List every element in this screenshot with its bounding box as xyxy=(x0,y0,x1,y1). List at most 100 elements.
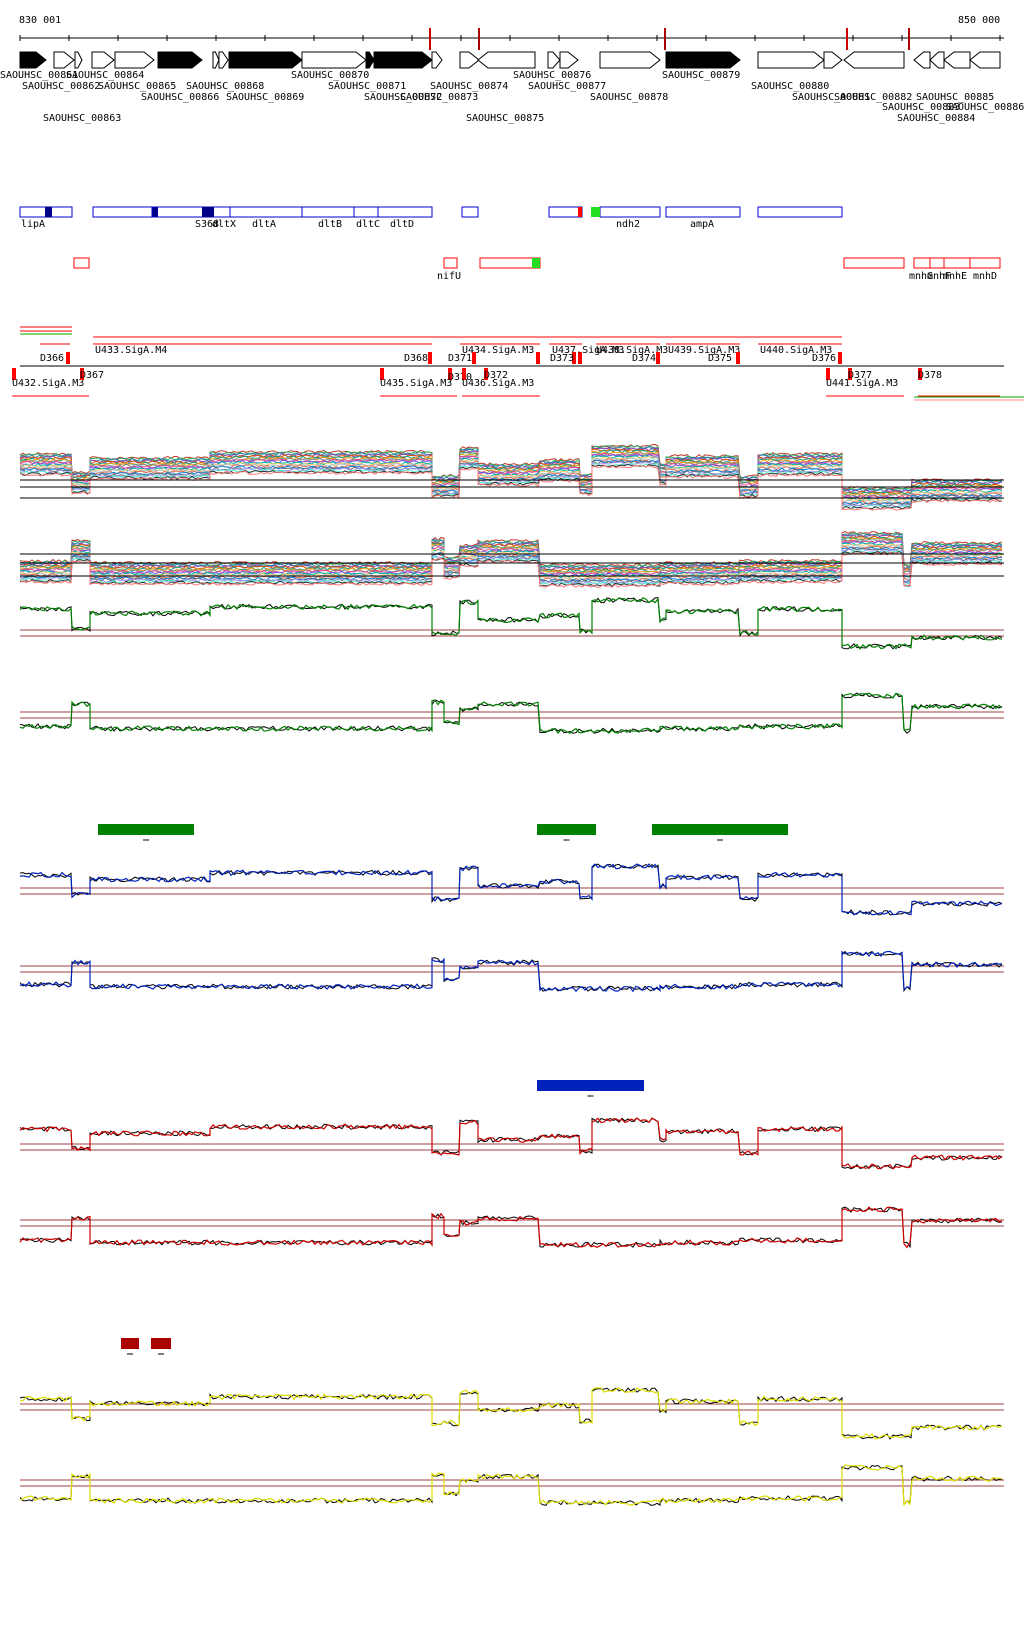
gene-label: SAOUHSC_00863 xyxy=(43,113,121,124)
operon-box xyxy=(548,206,583,218)
segment-end-marker xyxy=(848,368,852,380)
feature-marker xyxy=(478,28,480,50)
gene-arrow xyxy=(53,51,75,69)
segment-end-marker xyxy=(66,352,70,364)
gene-arrow xyxy=(757,51,825,69)
gene-label: SAOUHSC_00864 xyxy=(66,70,144,81)
operon-marker xyxy=(591,207,600,217)
gene-arrow xyxy=(913,51,931,69)
condition-bar-track xyxy=(98,824,788,1355)
segment-label: U437.SigA.M3 xyxy=(552,345,624,356)
operon-label: dltC xyxy=(356,219,380,230)
operon-box xyxy=(665,206,741,218)
profile-line-black xyxy=(19,1387,1003,1440)
operon-label: dltA xyxy=(252,219,276,230)
profile-line-black xyxy=(19,597,1003,650)
gene-arrow xyxy=(301,51,367,69)
gene-label: SAOUHSC_00862 xyxy=(22,81,100,92)
operon-box xyxy=(151,206,231,218)
feature-label: mnhE xyxy=(943,271,967,282)
gene-label: SAOUHSC_00865 xyxy=(98,81,176,92)
segment-end-marker xyxy=(572,352,576,364)
gene-arrow xyxy=(665,51,741,69)
gene-label: SAOUHSC_00868 xyxy=(186,81,264,92)
operon-box xyxy=(599,206,661,218)
gene-arrow xyxy=(559,51,579,69)
segment-end-marker xyxy=(484,368,488,380)
segment-end-marker xyxy=(918,368,922,380)
condition-profile-line xyxy=(19,465,1003,511)
feature-label: mnhF xyxy=(927,271,951,282)
coordinate-ruler: 830 001 850 000 xyxy=(19,15,1004,50)
gene-arrow xyxy=(218,51,229,69)
condition-bar xyxy=(652,824,788,835)
gene-arrow xyxy=(373,51,433,69)
operon-label: dltX xyxy=(212,219,236,230)
profile-line-color xyxy=(19,1387,1003,1440)
gene-label: SAOUHSC_00878 xyxy=(590,92,668,103)
segment-label: U438.SigA.M3 xyxy=(596,345,668,356)
multi-condition-expression-track xyxy=(19,443,1004,588)
gene-label: SAOUHSC_00872 xyxy=(364,92,442,103)
profile-line-black xyxy=(19,1117,1003,1170)
condition-profile-line xyxy=(19,443,1003,490)
operon-box xyxy=(229,206,303,218)
segment-end-marker xyxy=(826,368,830,380)
condition-profile-line xyxy=(19,539,1003,576)
operon-box xyxy=(301,206,355,218)
ruler-start-label: 830 001 xyxy=(19,15,61,26)
feature-box xyxy=(913,257,931,269)
condition-profile-line xyxy=(19,550,1003,587)
gene-label: SAOUHSC_00881 xyxy=(792,92,870,103)
segment-label: D371 xyxy=(448,353,472,364)
gene-arrow xyxy=(365,51,375,69)
operon-dark-block xyxy=(45,207,52,217)
feature-marker xyxy=(664,28,666,50)
gene-label: SAOUHSC_00869 xyxy=(226,92,304,103)
operon-box xyxy=(461,206,479,218)
segment-end-marker xyxy=(472,352,476,364)
segment-label: D377 xyxy=(848,370,872,381)
gene-arrow xyxy=(212,51,220,69)
gene-label: SAOUHSC_00884 xyxy=(897,113,975,124)
segment-label: D374 xyxy=(632,353,656,364)
segment-label: D366 xyxy=(40,353,64,364)
feature-marker xyxy=(532,258,540,268)
profile-line-color xyxy=(19,596,1003,650)
gene-arrow xyxy=(599,51,661,69)
segment-label: U436.SigA.M3 xyxy=(462,378,534,389)
operon-dark-block xyxy=(152,207,158,217)
condition-profile-line xyxy=(19,448,1003,495)
gene-label: SAOUHSC_00880 xyxy=(751,81,829,92)
condition-profile-line xyxy=(19,536,1002,573)
condition-bar xyxy=(151,1338,171,1349)
gene-label: SAOUHSC_00877 xyxy=(528,81,606,92)
gene-arrow xyxy=(91,51,115,69)
gene-label: SAOUHSC_00882 xyxy=(834,92,912,103)
segment-label: D376 xyxy=(812,353,836,364)
operon-label: ampA xyxy=(690,219,714,230)
feature-box xyxy=(843,257,905,269)
segment-label: D375 xyxy=(708,353,732,364)
profile-line-color xyxy=(19,692,1003,735)
operon-box xyxy=(353,206,379,218)
feature-label: mnhD xyxy=(973,271,997,282)
gene-label: SAOUHSC_00876 xyxy=(513,70,591,81)
condition-profile-line xyxy=(19,537,1003,574)
segment-end-marker xyxy=(838,352,842,364)
gene-label: SAOUHSC_00866 xyxy=(141,92,219,103)
condition-profile-line xyxy=(19,452,1003,499)
gene-arrow xyxy=(228,51,303,69)
feature-marker xyxy=(429,28,431,50)
condition-bar xyxy=(537,824,596,835)
operon-marker xyxy=(578,207,582,217)
feature-box xyxy=(929,257,945,269)
gene-label: SAOUHSC_00873 xyxy=(400,92,478,103)
segment-label: D367 xyxy=(80,370,104,381)
condition-profile-line xyxy=(19,551,1003,588)
condition-profile-line xyxy=(19,461,1003,508)
gene-label: SAOUHSC_00883 xyxy=(882,102,960,113)
